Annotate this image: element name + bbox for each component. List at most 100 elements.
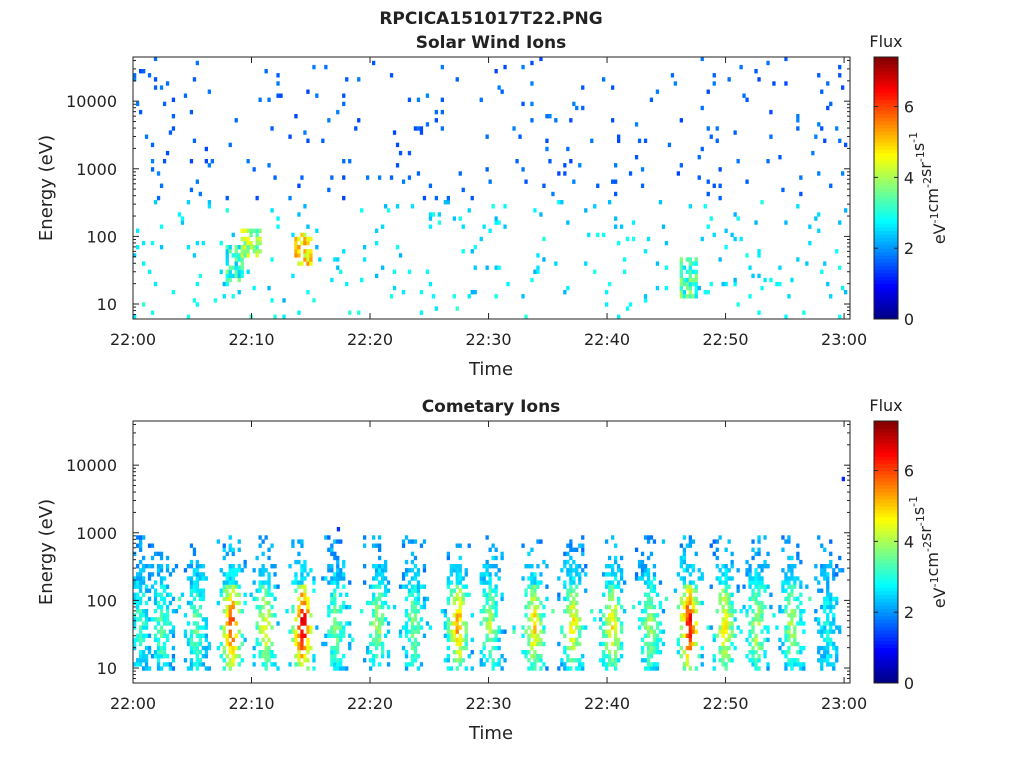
heatmap-cell	[530, 629, 534, 634]
heatmap-cell	[159, 85, 164, 90]
heatmap-cell	[829, 629, 833, 634]
heatmap-cell	[533, 584, 537, 589]
heatmap-cell	[691, 588, 695, 593]
heatmap-cell	[829, 294, 833, 299]
heatmap-cell	[306, 666, 310, 671]
heatmap-cell	[156, 568, 161, 573]
heatmap-cell	[536, 613, 540, 618]
heatmap-cell	[398, 584, 403, 589]
heatmap-cell	[814, 564, 818, 569]
heatmap-cell	[252, 285, 256, 291]
heatmap-cell	[428, 183, 433, 188]
heatmap-cell	[634, 122, 639, 127]
heatmap-cell	[467, 654, 471, 659]
heatmap-cell	[303, 654, 307, 659]
heatmap-cell	[375, 576, 379, 581]
heatmap-cell	[369, 600, 373, 606]
heatmap-cell	[530, 580, 534, 585]
heatmap-cell	[727, 633, 731, 638]
heatmap-cell	[192, 572, 197, 577]
heatmap-cell	[841, 85, 845, 90]
heatmap-cell	[778, 609, 782, 614]
heatmap-cell	[339, 539, 343, 544]
heatmap-cell	[228, 645, 232, 651]
heatmap-cell	[757, 551, 761, 557]
heatmap-cell	[646, 555, 651, 561]
heatmap-cell	[778, 265, 782, 270]
heatmap-cell	[691, 277, 695, 283]
heatmap-cell	[315, 245, 319, 250]
heatmap-cell	[730, 604, 734, 610]
heatmap-cell	[410, 617, 415, 622]
heatmap-cell	[165, 604, 170, 610]
heatmap-cell	[195, 658, 199, 663]
heatmap-cell	[611, 584, 615, 589]
heatmap-cell	[611, 568, 615, 573]
heatmap-cell	[192, 641, 197, 647]
heatmap-cell	[434, 195, 438, 201]
heatmap-cell	[646, 650, 651, 655]
heatmap-cell	[246, 240, 250, 246]
x-tick-label: 22:40	[584, 330, 630, 349]
heatmap-cell	[605, 564, 609, 569]
heatmap-cell	[575, 641, 579, 647]
colorbar-swatch	[874, 117, 898, 122]
heatmap-cell	[189, 650, 194, 655]
heatmap-cell	[524, 592, 528, 597]
heatmap-cell	[817, 658, 821, 663]
colorbar-swatch	[874, 668, 898, 673]
heatmap-cell	[294, 114, 298, 119]
colorbar-swatch	[874, 280, 898, 285]
heatmap-cell	[258, 609, 262, 614]
heatmap-cell	[300, 584, 304, 589]
heatmap-cell	[643, 568, 648, 573]
heatmap-cell	[614, 654, 618, 659]
heatmap-cell	[384, 617, 388, 622]
unit-base: cm	[923, 188, 942, 212]
heatmap-cell	[147, 572, 152, 577]
heatmap-cell	[159, 666, 164, 671]
heatmap-cell	[530, 596, 534, 602]
heatmap-cell	[569, 543, 573, 548]
heatmap-cell	[614, 163, 618, 168]
heatmap-cell	[706, 224, 710, 229]
heatmap-cell	[458, 637, 462, 643]
heatmap-cell	[694, 551, 698, 557]
heatmap-cell	[339, 625, 343, 630]
heatmap-cell	[306, 650, 310, 655]
heatmap-cell	[718, 600, 722, 606]
heatmap-cell	[139, 613, 143, 618]
heatmap-cell	[404, 650, 409, 655]
heatmap-cell	[336, 539, 340, 544]
heatmap-cell	[144, 613, 149, 618]
heatmap-cell	[458, 572, 462, 577]
heatmap-cell	[781, 535, 785, 540]
heatmap-cell	[416, 629, 421, 634]
heatmap-cell	[575, 666, 579, 671]
heatmap-cell	[455, 564, 459, 569]
heatmap-cell	[327, 604, 331, 610]
heatmap-cell	[267, 584, 271, 589]
heatmap-cell	[494, 633, 498, 638]
heatmap-cell	[198, 592, 202, 597]
unit-base: cm	[923, 552, 942, 576]
heatmap-cell	[724, 281, 728, 287]
heatmap-cell	[808, 240, 812, 246]
heatmap-cell	[760, 617, 764, 622]
heatmap-cell	[276, 224, 280, 229]
heatmap-cell	[150, 572, 155, 577]
heatmap-cell	[354, 126, 358, 131]
colorbar-swatch	[874, 562, 898, 567]
heatmap-cell	[521, 101, 525, 107]
heatmap-cell	[195, 629, 199, 634]
heatmap-cell	[503, 224, 507, 229]
heatmap-cell	[225, 662, 229, 667]
colorbar-swatch	[874, 241, 898, 246]
heatmap-cell	[258, 249, 262, 254]
heatmap-cell	[336, 650, 340, 655]
heatmap-cell	[339, 637, 343, 643]
heatmap-cell	[333, 666, 337, 671]
heatmap-cell	[162, 588, 167, 593]
heatmap-cell	[165, 584, 170, 589]
colorbar-swatch	[874, 131, 898, 136]
